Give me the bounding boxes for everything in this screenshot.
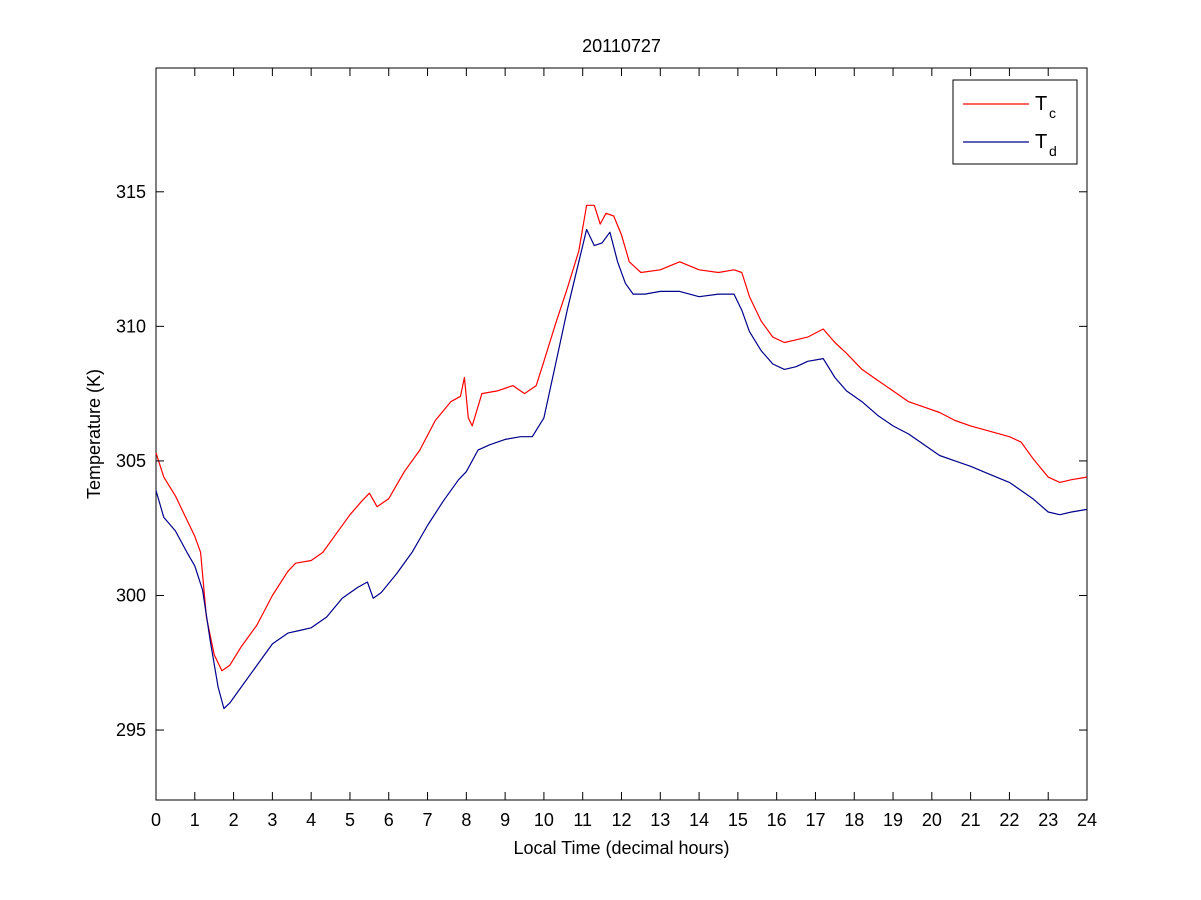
x-tick-label: 23 [1038,810,1058,830]
x-tick-label: 2 [229,810,239,830]
chart-title: 20110727 [582,36,661,56]
x-tick-label: 9 [500,810,510,830]
y-axis-title: Temperature (K) [84,369,104,499]
y-tick-label: 295 [116,720,146,740]
series-line-td [155,228,1088,710]
x-axis-title: Local Time (decimal hours) [513,838,729,858]
legend-label-sub-tc: c [1049,105,1056,121]
x-tick-label: 19 [883,810,903,830]
legend-label-sub-td: d [1049,143,1057,159]
x-tick-label: 1 [190,810,200,830]
x-tick-label: 12 [611,810,631,830]
plot-area [155,67,1088,801]
legend-label-tc: T [1035,93,1047,115]
x-tick-label: 18 [844,810,864,830]
x-tick-label: 15 [728,810,748,830]
y-axis: 295 300 305 310 315 [116,182,1087,740]
x-tick-label: 5 [345,810,355,830]
x-tick-label: 24 [1077,810,1097,830]
legend-label-td: T [1035,131,1047,153]
x-tick-label: 4 [306,810,316,830]
x-tick-label: 7 [423,810,433,830]
x-axis: 0 1 2 3 4 5 6 7 8 9 10 11 12 13 14 15 16 17 18 19 20 21 22 23 24 [151,68,1097,830]
x-tick-label: 3 [267,810,277,830]
x-tick-label: 22 [999,810,1019,830]
series-layer [155,204,1088,710]
y-tick-label: 300 [116,585,146,605]
x-tick-label: 20 [922,810,942,830]
x-tick-label: 8 [461,810,471,830]
x-tick-label: 13 [650,810,670,830]
x-tick-label: 10 [534,810,554,830]
x-tick-label: 14 [689,810,709,830]
y-tick-label: 310 [116,316,146,336]
legend-box [952,79,1078,165]
x-tick-label: 6 [384,810,394,830]
y-tick-label: 315 [116,182,146,202]
x-tick-label: 16 [767,810,787,830]
y-tick-label: 305 [116,451,146,471]
x-tick-label: 21 [961,810,981,830]
x-tick-label: 11 [573,810,592,830]
x-tick-label: 17 [805,810,825,830]
x-tick-label: 0 [151,810,161,830]
series-line-tc [155,204,1088,672]
